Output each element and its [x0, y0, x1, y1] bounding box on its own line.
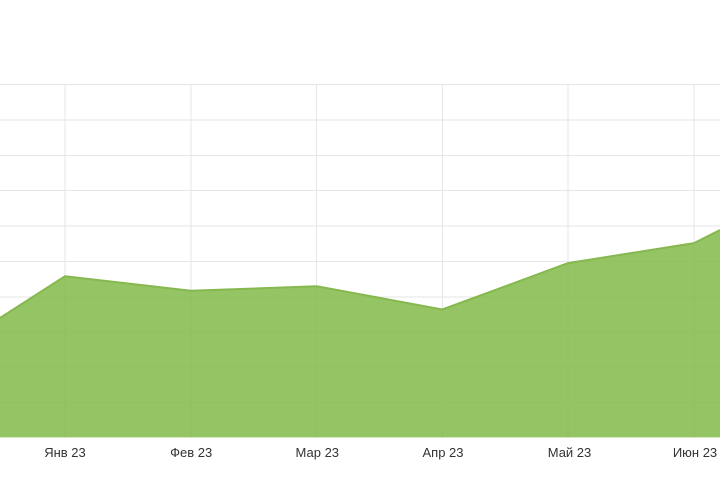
- svg-text:Фев 23: Фев 23: [170, 445, 212, 460]
- svg-text:Мар 23: Мар 23: [296, 445, 340, 460]
- svg-text:Июн 23: Июн 23: [673, 445, 717, 460]
- svg-text:Апр 23: Апр 23: [422, 445, 463, 460]
- svg-text:Май 23: Май 23: [548, 445, 592, 460]
- svg-text:Янв 23: Янв 23: [44, 445, 86, 460]
